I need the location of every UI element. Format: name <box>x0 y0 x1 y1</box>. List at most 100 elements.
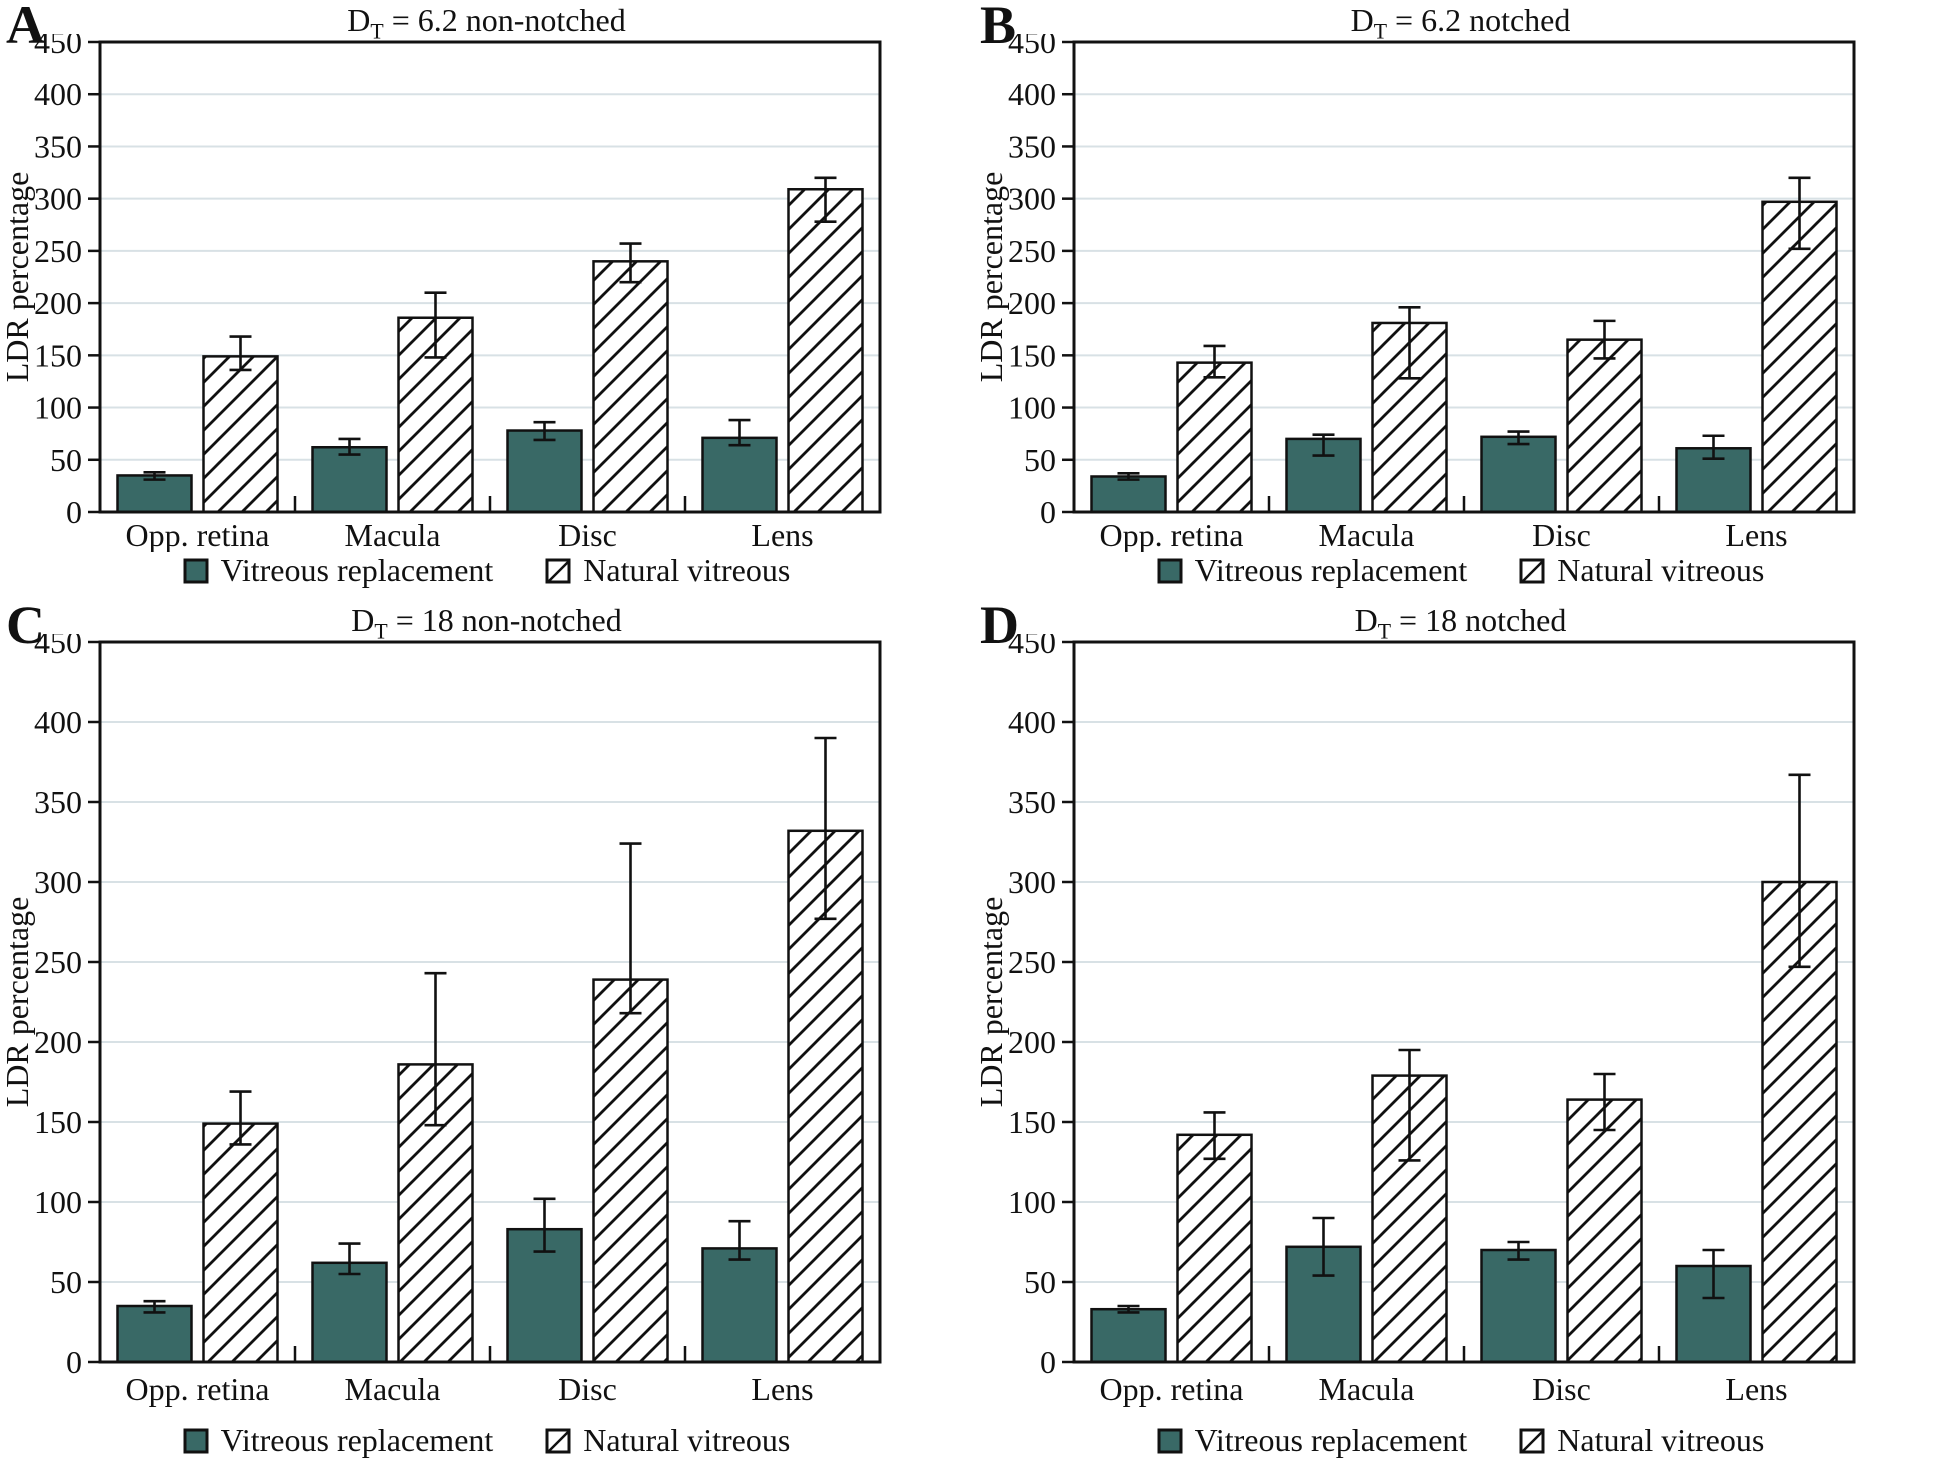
svg-text:450: 450 <box>34 634 82 660</box>
svg-text:LDR percentage: LDR percentage <box>974 897 1009 1108</box>
svg-text:50: 50 <box>1024 1264 1056 1300</box>
svg-text:350: 350 <box>34 784 82 820</box>
chart-svg-panel-a: 0 50 100 150 200 250 300 350 400 450 Opp. retina Ma… <box>0 34 882 552</box>
legend-item-vitreous-replacement: Vitreous replacement <box>1157 1422 1468 1459</box>
svg-text:Disc: Disc <box>1532 517 1591 552</box>
svg-text:400: 400 <box>34 76 82 112</box>
svg-text:250: 250 <box>34 233 82 269</box>
title-base: D <box>1350 2 1374 38</box>
legend-item-natural-vitreous: Natural vitreous <box>1519 552 1764 589</box>
title-subscript: T <box>1373 19 1388 44</box>
svg-text:200: 200 <box>1008 1024 1056 1060</box>
natural-vitreous-swatch-icon <box>1519 558 1545 583</box>
panel-title: DT = 6.2 notched <box>974 2 1947 44</box>
svg-text:Disc: Disc <box>558 1371 617 1407</box>
svg-text:250: 250 <box>1008 944 1056 980</box>
svg-text:300: 300 <box>1008 864 1056 900</box>
svg-text:100: 100 <box>1008 390 1056 426</box>
svg-text:0: 0 <box>66 1344 82 1380</box>
chart-svg-panel-b: 0 50 100 150 200 250 300 350 400 450 Opp. retina Ma… <box>974 34 1856 552</box>
legend-item-natural-vitreous: Natural vitreous <box>545 1422 790 1459</box>
vitreous-replacement-swatch-icon <box>183 1428 209 1453</box>
svg-text:350: 350 <box>1008 128 1056 164</box>
svg-text:0: 0 <box>66 494 82 530</box>
legend-label: Vitreous replacement <box>1194 1422 1468 1458</box>
svg-text:0: 0 <box>1040 1344 1056 1380</box>
svg-text:200: 200 <box>34 1024 82 1060</box>
title-base: D <box>351 602 375 638</box>
panel-letter: A <box>6 0 45 55</box>
svg-text:100: 100 <box>34 1184 82 1220</box>
svg-text:150: 150 <box>34 1104 82 1140</box>
svg-text:450: 450 <box>1008 34 1056 60</box>
chart-svg-panel-c: 0 50 100 150 200 250 300 350 400 450 Opp. retina Ma… <box>0 634 882 1407</box>
panel-title: DT = 18 notched <box>974 602 1947 644</box>
svg-text:LDR percentage: LDR percentage <box>0 897 35 1108</box>
title-base: D <box>347 2 371 38</box>
panel-title: DT = 6.2 non-notched <box>0 2 973 44</box>
svg-text:150: 150 <box>1008 1104 1056 1140</box>
panel-letter: D <box>980 595 1019 655</box>
svg-text:LDR percentage: LDR percentage <box>0 172 35 383</box>
svg-text:Opp. retina: Opp. retina <box>126 1371 270 1407</box>
vitreous-replacement-swatch-icon <box>1157 558 1183 583</box>
svg-text:50: 50 <box>1024 442 1056 478</box>
svg-text:Opp. retina: Opp. retina <box>1100 517 1244 552</box>
svg-text:200: 200 <box>34 285 82 321</box>
legend-item-natural-vitreous: Natural vitreous <box>545 552 790 589</box>
svg-text:400: 400 <box>34 704 82 740</box>
vitreous-replacement-swatch-icon <box>1157 1428 1183 1453</box>
legend-label: Natural vitreous <box>1557 1422 1765 1458</box>
svg-text:Opp. retina: Opp. retina <box>126 517 270 552</box>
panel-letter: C <box>6 595 45 655</box>
title-base: D <box>1354 602 1378 638</box>
svg-text:400: 400 <box>1008 76 1056 112</box>
natural-vitreous-swatch-icon <box>545 558 571 583</box>
legend-label: Vitreous replacement <box>220 552 494 588</box>
svg-text:Macula: Macula <box>1319 517 1415 552</box>
svg-text:150: 150 <box>34 337 82 373</box>
natural-vitreous-swatch-icon <box>545 1428 571 1453</box>
svg-text:150: 150 <box>1008 337 1056 373</box>
legend: Vitreous replacement Natural vitreous <box>0 552 973 589</box>
svg-text:Disc: Disc <box>1532 1371 1591 1407</box>
svg-text:LDR percentage: LDR percentage <box>974 172 1009 383</box>
svg-text:Disc: Disc <box>558 517 617 552</box>
svg-text:Lens: Lens <box>1725 1371 1787 1407</box>
svg-text:Macula: Macula <box>1319 1371 1415 1407</box>
title-rest: = 6.2 notched <box>1387 2 1571 38</box>
svg-text:100: 100 <box>1008 1184 1056 1220</box>
svg-text:400: 400 <box>1008 704 1056 740</box>
panel-c: C DT = 18 non-notched 0 50 100 150 200 250 300… <box>0 595 973 1462</box>
legend: Vitreous replacement Natural vitreous <box>0 1422 973 1459</box>
legend-label: Natural vitreous <box>1557 552 1765 588</box>
panel-title: DT = 18 non-notched <box>0 602 973 644</box>
legend-label: Natural vitreous <box>583 1422 791 1458</box>
chart-svg-panel-d: 0 50 100 150 200 250 300 350 400 450 Opp. retina Ma… <box>974 634 1856 1407</box>
title-rest: = 18 notched <box>1391 602 1567 638</box>
svg-text:450: 450 <box>1008 634 1056 660</box>
vitreous-replacement-swatch-icon <box>183 558 209 583</box>
title-subscript: T <box>374 619 388 644</box>
svg-text:0: 0 <box>1040 494 1056 530</box>
svg-text:200: 200 <box>1008 285 1056 321</box>
panel-d: D DT = 18 notched 0 50 100 150 200 250 300 350 4… <box>974 595 1947 1462</box>
panel-a: A DT = 6.2 non-notched 0 50 100 150 200 250 30… <box>0 0 973 600</box>
svg-text:Macula: Macula <box>345 1371 441 1407</box>
legend-item-vitreous-replacement: Vitreous replacement <box>1157 552 1468 589</box>
svg-text:300: 300 <box>34 181 82 217</box>
legend-label: Vitreous replacement <box>220 1422 494 1458</box>
svg-text:300: 300 <box>1008 181 1056 217</box>
title-rest: = 18 non-notched <box>387 602 622 638</box>
svg-text:Lens: Lens <box>751 517 813 552</box>
legend-label: Vitreous replacement <box>1194 552 1468 588</box>
svg-text:350: 350 <box>34 128 82 164</box>
panel-b: B DT = 6.2 notched 0 50 100 150 200 250 300 350… <box>974 0 1947 600</box>
svg-text:100: 100 <box>34 390 82 426</box>
title-rest: = 6.2 non-notched <box>383 2 626 38</box>
svg-text:Lens: Lens <box>751 1371 813 1407</box>
svg-text:50: 50 <box>50 1264 82 1300</box>
svg-text:Opp. retina: Opp. retina <box>1100 1371 1244 1407</box>
legend-label: Natural vitreous <box>583 552 791 588</box>
